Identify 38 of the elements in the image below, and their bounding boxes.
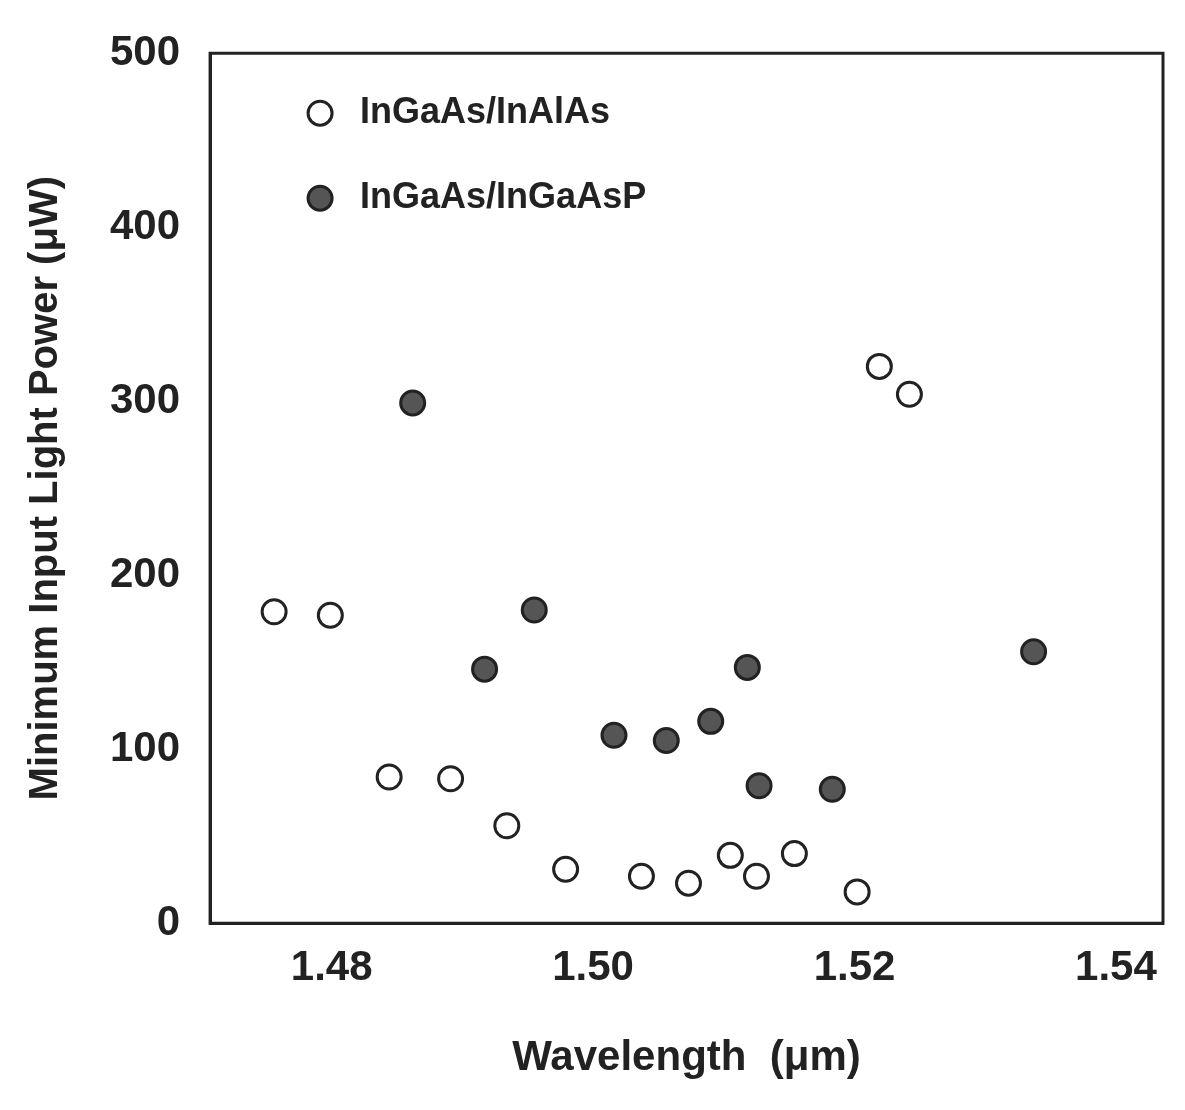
point xyxy=(818,775,846,803)
point xyxy=(471,655,499,683)
point xyxy=(652,727,680,754)
y-tick-label: 500 xyxy=(110,26,181,74)
point xyxy=(716,841,744,869)
x-tick-label: 1.50 xyxy=(552,941,634,989)
point xyxy=(865,352,893,380)
x-tick-label: 1.54 xyxy=(1075,941,1158,989)
point xyxy=(600,721,628,749)
x-axis-title: Wavelength (μm) xyxy=(512,1032,861,1080)
x-tick-label: 1.48 xyxy=(290,941,373,989)
point xyxy=(399,389,427,417)
y-tick-label: 100 xyxy=(110,722,181,770)
point xyxy=(733,653,761,681)
point xyxy=(316,601,344,629)
y-tick-label: 300 xyxy=(110,374,181,422)
point xyxy=(375,763,403,791)
point xyxy=(552,855,580,883)
point xyxy=(745,772,773,800)
x-tick-label: 1.52 xyxy=(813,941,896,989)
point xyxy=(493,812,521,840)
y-tick-label: 0 xyxy=(156,896,181,944)
point xyxy=(675,869,702,897)
point xyxy=(843,878,871,906)
y-tick-label: 200 xyxy=(110,548,181,596)
y-axis-title: Minimum Input Light Power (μW) xyxy=(21,176,66,801)
legend-label: InGaAs/InAlAs xyxy=(360,90,611,132)
point xyxy=(520,596,548,624)
point xyxy=(260,598,288,626)
point xyxy=(1020,638,1048,666)
point xyxy=(780,840,808,868)
point xyxy=(895,380,923,408)
point xyxy=(437,765,465,793)
legend-label: InGaAs/InGaAsP xyxy=(360,175,647,217)
point xyxy=(697,707,725,735)
point xyxy=(742,862,770,890)
point xyxy=(627,862,655,890)
y-tick-label: 400 xyxy=(110,200,181,248)
